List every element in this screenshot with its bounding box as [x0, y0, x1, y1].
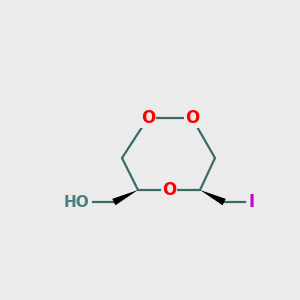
Text: O: O: [162, 181, 176, 199]
Text: O: O: [141, 109, 155, 127]
Text: O: O: [185, 109, 199, 127]
Text: I: I: [248, 193, 254, 211]
Text: HO: HO: [64, 195, 90, 210]
Polygon shape: [200, 190, 226, 205]
Polygon shape: [112, 190, 138, 205]
